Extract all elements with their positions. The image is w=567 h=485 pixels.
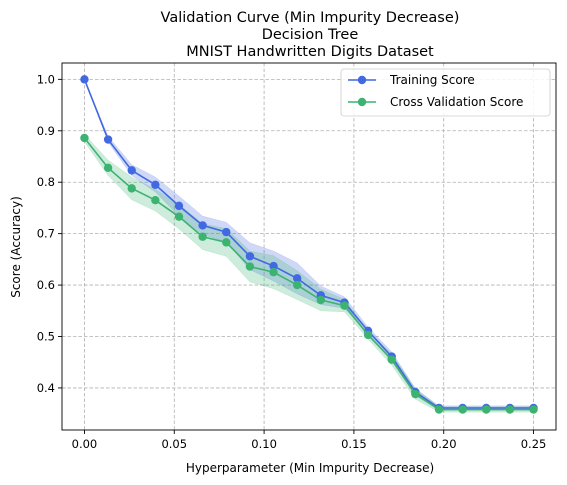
y-tick-label: 0.4 [37,381,55,395]
legend-swatch-marker-cross-validation [357,97,367,107]
x-tick-label: 0.10 [251,437,277,451]
data-point-cross-validation [127,184,136,193]
data-point-cross-validation [245,262,255,271]
plot-area: 0.00 0.05 0.10 0.15 0.20 0.25 0.4 0.5 0.6 0.7 0.8 0… [37,62,557,451]
data-point-cross-validation [222,238,231,247]
data-point-cross-validation [316,295,326,305]
chart-title-line-3: MNIST Handwritten Digits Dataset [186,44,434,60]
data-point-cross-validation [434,405,444,414]
data-point-training [245,252,255,261]
x-tick-label: 0.25 [521,437,547,451]
data-point-training [198,221,207,230]
data-point-cross-validation [340,301,349,310]
data-point-cross-validation [387,355,396,364]
y-axis-label: Score (Accuracy) [9,196,23,298]
data-point-cross-validation [458,405,467,414]
legend-label-cross-validation: Cross Validation Score [390,95,523,109]
y-tick-label: 0.8 [37,175,55,189]
x-tick-label: 0.05 [161,437,187,451]
y-tick-label: 0.5 [37,330,55,344]
data-point-cross-validation [198,232,207,241]
data-point-training [222,227,231,237]
data-point-cross-validation [174,212,184,221]
data-point-cross-validation [151,196,160,205]
data-point-training [103,135,113,144]
chart-title-line-2: Decision Tree [262,27,359,43]
x-axis-label: Hyperparameter (Min Impurity Decrease) [186,461,434,475]
data-point-training [80,75,89,84]
y-tick-label: 1.0 [37,72,55,86]
data-point-cross-validation [505,405,515,414]
y-tick-label: 0.9 [37,124,55,138]
x-tick-label: 0.15 [341,437,367,451]
chart-title-line-1: Validation Curve (Min Impurity Decrease) [161,10,460,26]
legend-box [340,68,551,117]
data-point-training [292,274,302,283]
x-tick-label: 0.00 [72,437,98,451]
legend-swatch-marker-training [357,75,367,85]
legend: Training Score Cross Validation Score [340,68,551,117]
legend-label-training: Training Score [389,73,475,87]
data-point-training [151,180,160,189]
data-point-training [174,201,184,211]
axes-frame [61,62,557,431]
data-point-cross-validation [80,133,89,143]
data-point-cross-validation [529,405,538,414]
data-point-cross-validation [411,389,420,399]
data-point-cross-validation [363,330,373,340]
data-point-training [127,166,136,175]
x-tick-label: 0.20 [431,437,457,451]
data-point-cross-validation [482,405,491,414]
y-tick-label: 0.6 [37,278,55,292]
y-tick-label: 0.7 [37,227,55,241]
data-point-cross-validation [292,280,302,290]
data-point-cross-validation [269,268,278,277]
data-point-training [269,261,278,271]
data-point-cross-validation [103,163,113,173]
